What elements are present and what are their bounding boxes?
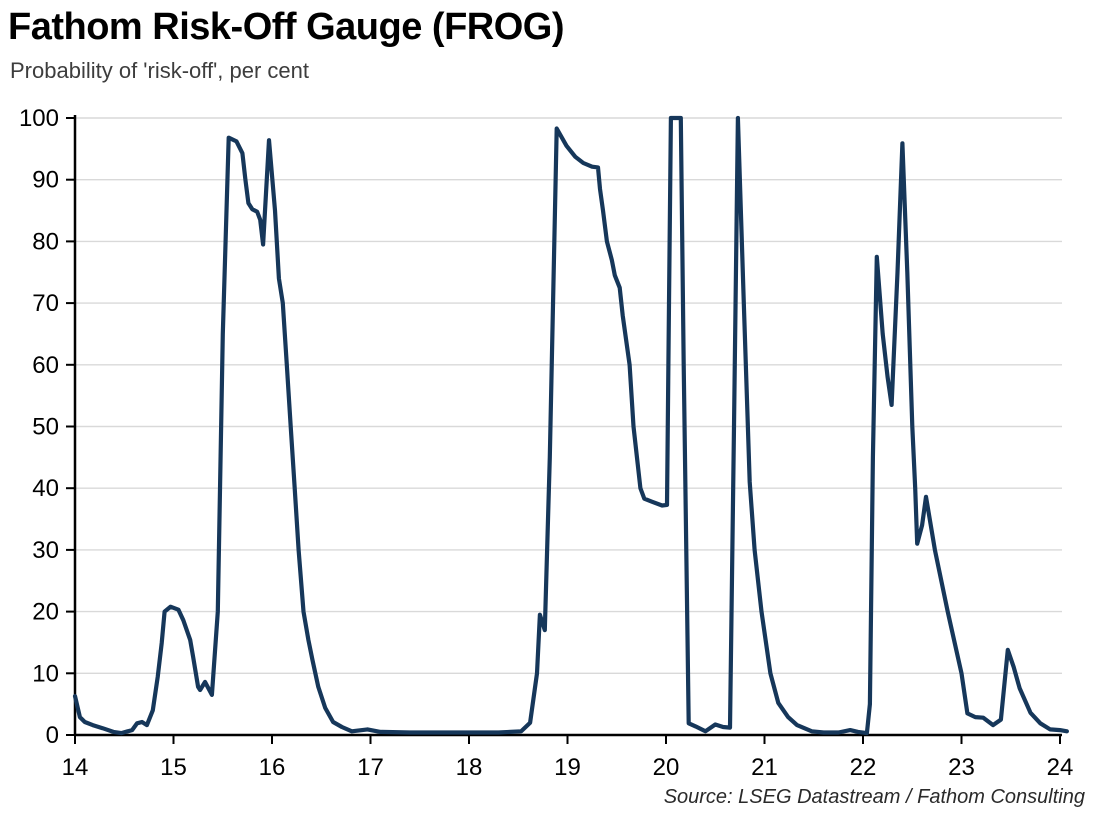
- y-axis-tick-label: 30: [32, 537, 59, 564]
- x-axis-tick-label: 18: [456, 754, 483, 781]
- x-axis-tick-label: 24: [1047, 754, 1074, 781]
- x-axis-tick-label: 14: [62, 754, 89, 781]
- y-axis-tick-label: 20: [32, 599, 59, 626]
- chart-subtitle: Probability of 'risk-off', per cent: [10, 58, 310, 83]
- x-axis-tick-label: 19: [554, 754, 581, 781]
- y-axis-tick-label: 100: [19, 105, 59, 132]
- x-axis-tick-label: 22: [850, 754, 877, 781]
- y-axis-tick-label: 60: [32, 352, 59, 379]
- x-axis-tick-label: 23: [948, 754, 975, 781]
- x-axis-tick-label: 16: [259, 754, 286, 781]
- y-axis-tick-label: 0: [46, 722, 59, 749]
- y-axis-tick-label: 10: [32, 660, 59, 687]
- x-axis-tick-label: 20: [653, 754, 680, 781]
- frog-series-line: [72, 115, 1070, 736]
- source-attribution: Source: LSEG Datastream / Fathom Consult…: [663, 786, 1085, 808]
- chart-title: Fathom Risk-Off Gauge (FROG): [8, 6, 565, 48]
- y-axis-tick-label: 80: [32, 228, 59, 255]
- y-axis-tick-label: 90: [32, 167, 59, 194]
- x-axis-tick-label: 15: [160, 754, 187, 781]
- x-axis-tick-label: 21: [751, 754, 778, 781]
- y-axis-tick-label: 40: [32, 475, 59, 502]
- y-axis-tick-label: 50: [32, 414, 59, 441]
- y-axis-tick-label: 70: [32, 290, 59, 317]
- x-axis-tick-label: 17: [357, 754, 384, 781]
